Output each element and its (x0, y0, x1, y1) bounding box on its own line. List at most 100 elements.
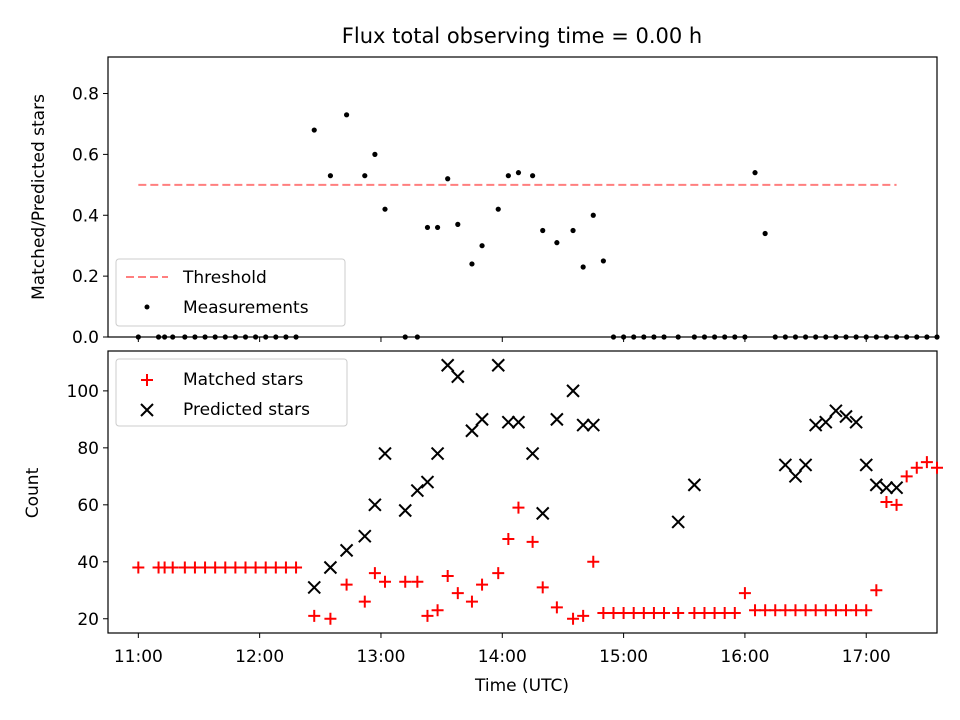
bottom-legend: Matched stars Predicted stars (115, 358, 348, 427)
top-ytick-label: 0.2 (72, 267, 99, 287)
matched-star-marker (132, 561, 145, 574)
legend-threshold-label: Threshold (182, 268, 267, 288)
measurement-point (242, 334, 249, 340)
bottom-xlabel: Time (UTC) (474, 676, 569, 696)
measurement-point (554, 240, 560, 246)
matched-star-marker (308, 609, 321, 622)
bottom-ytick-label: 100 (67, 382, 99, 402)
matched-star-marker (769, 604, 782, 617)
matched-star-marker (451, 587, 464, 600)
matched-star-marker (672, 607, 685, 620)
measurement-point (711, 334, 718, 340)
measurement-point (762, 230, 768, 237)
matched-star-marker (379, 575, 392, 588)
measurement-point (495, 206, 501, 212)
matched-star-marker (492, 567, 505, 580)
matched-star-marker (910, 461, 923, 474)
measurement-point (505, 173, 511, 179)
matched-star-marker (647, 607, 660, 620)
measurement-point (192, 334, 198, 340)
measurement-point (155, 334, 162, 340)
measurement-point (914, 334, 920, 340)
measurement-point (515, 170, 522, 176)
predicted-star-marker (491, 358, 505, 372)
measurement-point (853, 334, 859, 340)
measurement-point (823, 334, 829, 340)
top-axes-frame (107, 56, 938, 338)
predicted-star-marker (687, 478, 702, 492)
matched-star-marker (587, 555, 600, 568)
predicted-star-marker (501, 415, 516, 429)
predicted-star-marker (576, 418, 590, 432)
predicted-star-marker (671, 515, 685, 529)
matched-star-marker (708, 607, 721, 620)
legend-measurements-label: Measurements (183, 298, 309, 318)
predicted-star-marker (398, 503, 412, 518)
measurement-point (873, 334, 879, 340)
predicted-star-marker (525, 446, 540, 461)
bottom-ylabel: Count (23, 467, 43, 518)
bottom-legend-box (115, 358, 348, 427)
matched-star-marker (728, 607, 741, 620)
measurement-point (600, 258, 606, 264)
predicted-star-marker (819, 415, 833, 429)
matched-star-marker (550, 601, 563, 614)
predicted-star-marker (550, 412, 564, 427)
measurement-point (414, 334, 420, 340)
measurement-point (924, 334, 930, 340)
predicted-star-marker (451, 369, 465, 384)
bottom-xtick-label: 16:00 (720, 647, 769, 667)
matched-star-marker (809, 604, 822, 617)
measurement-point (469, 261, 475, 267)
matched-star-marker (229, 561, 242, 574)
measurement-point (675, 334, 681, 340)
legend-matched-swatch (141, 374, 153, 386)
measurement-points (135, 112, 940, 340)
measurement-point (904, 334, 910, 340)
matched-star-marker (219, 561, 232, 574)
matched-star-marker (759, 604, 772, 617)
matched-star-marker (819, 604, 832, 617)
measurement-point (620, 334, 627, 340)
bottom-xticks: 11:00 12:00 13:00 14:00 15:00 16:00 17:00 (114, 633, 891, 667)
matched-star-marker (577, 609, 590, 622)
measurement-point (883, 334, 890, 340)
measurement-point (372, 151, 378, 157)
top-ytick-label: 0.0 (72, 328, 99, 348)
measurement-point (641, 334, 647, 340)
bottom-ytick-label: 80 (77, 439, 99, 459)
matched-star-marker (850, 604, 863, 617)
measurement-point (327, 173, 334, 179)
bottom-xtick-label: 17:00 (842, 647, 891, 667)
matched-star-marker (431, 604, 444, 617)
matched-star-marker (290, 561, 303, 574)
measurement-point (863, 334, 869, 340)
measurement-point (843, 334, 849, 340)
measurement-point (701, 334, 708, 340)
matched-star-marker (779, 604, 792, 617)
predicted-star-marker (440, 358, 455, 372)
measurement-point (802, 334, 809, 340)
measurement-point (893, 334, 900, 340)
predicted-star-marker (839, 409, 853, 424)
matched-star-marker (617, 607, 630, 620)
measurement-point (273, 334, 279, 340)
top-yticks: 0.0 0.2 0.4 0.6 0.8 (72, 85, 108, 348)
predicted-star-marker (808, 418, 823, 432)
predicted-star-marker (889, 481, 904, 495)
predicted-star-marker (339, 543, 354, 558)
matched-star-marker (627, 607, 640, 620)
matched-star-marker (900, 470, 913, 483)
measurement-point (691, 334, 697, 340)
measurement-point (782, 334, 788, 340)
matched-star-marker (597, 607, 610, 620)
matched-star-marker (890, 498, 903, 511)
predicted-star-marker (420, 475, 435, 489)
matched-star-marker (199, 561, 212, 574)
matched-star-marker (512, 501, 525, 514)
measurement-point (590, 212, 596, 218)
matched-star-marker (749, 604, 762, 617)
predicted-star-marker (358, 529, 372, 543)
matched-star-marker (688, 607, 701, 620)
matched-star-marker (209, 561, 222, 574)
